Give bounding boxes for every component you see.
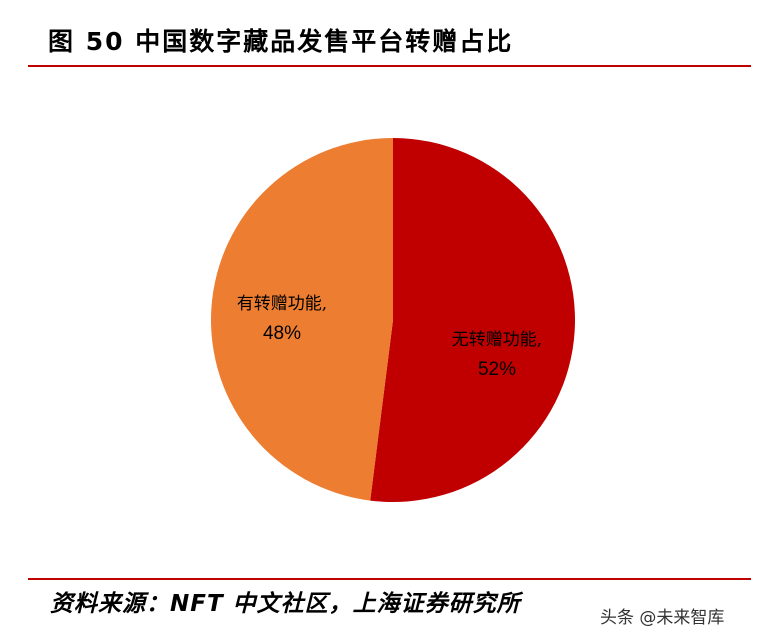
source-rule [28, 578, 751, 580]
figure-title: 图 50 中国数字藏品发售平台转赠占比 [48, 27, 514, 56]
slice-value-label: 52% [478, 359, 516, 380]
pie-slice [370, 138, 575, 502]
watermark: 头条 @未来智库 [600, 608, 725, 628]
slice-value-label: 48% [263, 323, 301, 344]
slice-label: 无转赠功能, [452, 330, 542, 350]
slice-label: 有转赠功能, [237, 294, 327, 314]
pie-slice [210, 138, 393, 501]
title-rule [28, 65, 751, 67]
source-note: 资料来源：NFT 中文社区，上海证券研究所 [50, 591, 521, 617]
